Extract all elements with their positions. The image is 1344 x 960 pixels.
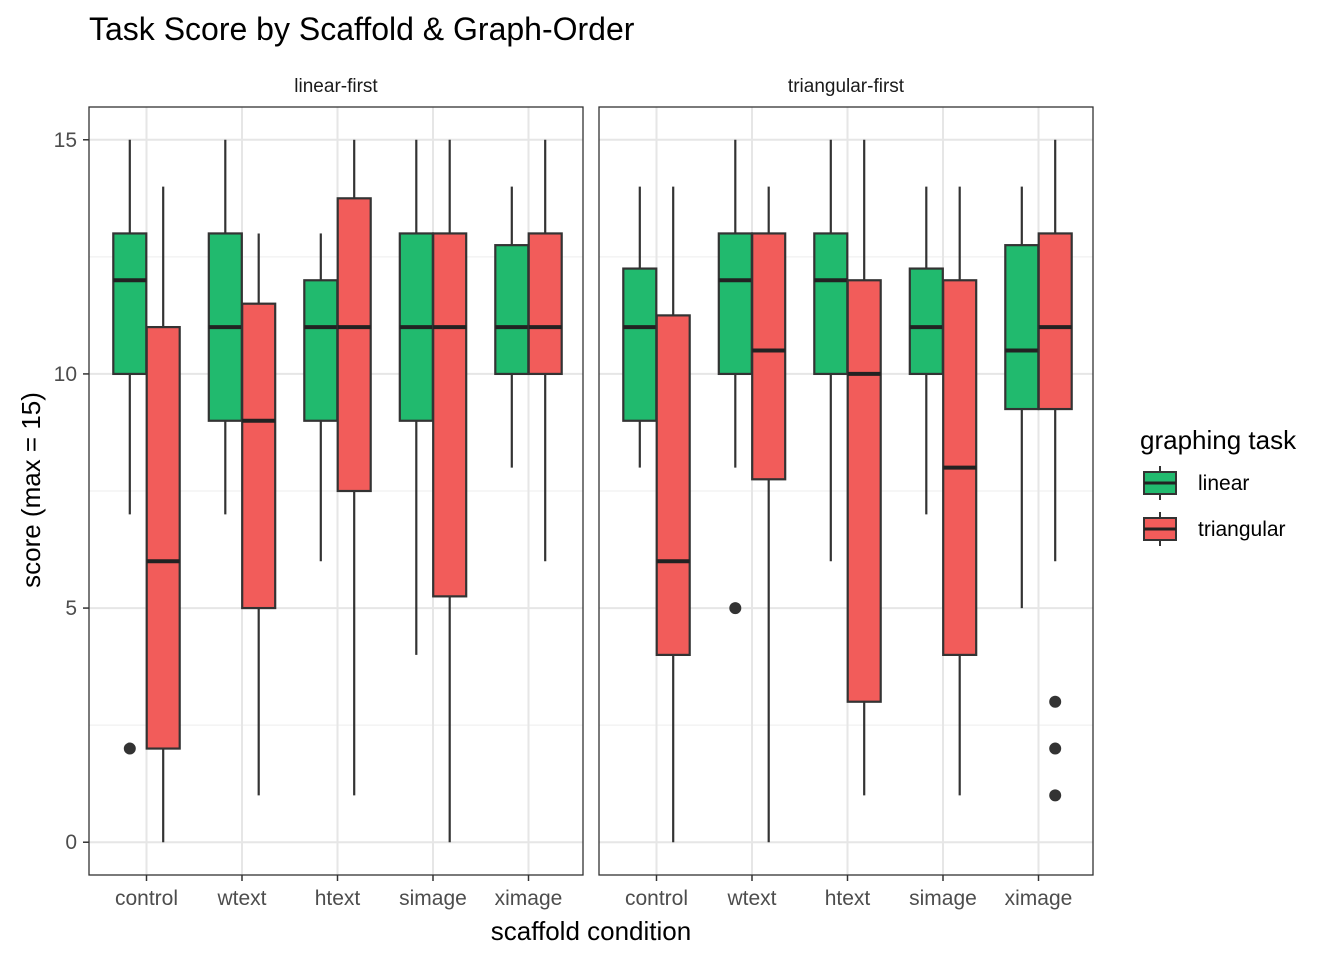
box-body [655, 314, 691, 657]
x-tick-label: htext [825, 887, 871, 910]
box-body [336, 197, 372, 493]
y-tick-label: 10 [54, 363, 77, 386]
outlier-point [1049, 789, 1062, 802]
y-tick-label: 5 [65, 597, 77, 620]
box-linear-htext [303, 233, 339, 562]
x-axis-title: scaffold condition [491, 916, 691, 946]
box-triangular-simage [942, 186, 978, 796]
box-linear-htext [813, 139, 849, 562]
box-linear-wtext [717, 139, 753, 615]
box-triangular-ximage [1037, 139, 1073, 802]
legend-title: graphing task [1140, 425, 1297, 455]
box-triangular-control [145, 186, 181, 843]
panels: linear-first control wtext htext simage ximag… [54, 76, 1094, 910]
strip-label: triangular-first [788, 76, 905, 97]
legend-label-linear: linear [1198, 472, 1249, 495]
box-body [813, 232, 849, 376]
outlier-point [123, 742, 136, 755]
box-body [717, 232, 753, 376]
box-body [846, 279, 882, 703]
outlier-point [729, 602, 742, 615]
panel-border [88, 106, 584, 876]
x-tick-label: ximage [495, 887, 563, 910]
box-linear-control [622, 186, 658, 468]
strip-label: linear-first [294, 76, 378, 97]
panel-triangular-first: triangular-first control wtext htext simage x… [598, 76, 1094, 910]
box-body [527, 232, 563, 376]
box-linear-ximage [494, 186, 530, 468]
box-body [303, 279, 339, 422]
x-tick-label: ximage [1005, 887, 1073, 910]
box-triangular-control [655, 186, 691, 843]
y-axis-title: score (max = 15) [16, 392, 46, 588]
box-body [1004, 244, 1040, 411]
legend-key-triangular [1143, 512, 1177, 546]
y-tick-label: 0 [65, 831, 77, 854]
box-triangular-wtext [751, 186, 787, 843]
box-triangular-simage [432, 139, 468, 843]
outlier-point [1049, 742, 1062, 755]
x-tick-label: htext [315, 887, 361, 910]
legend: graphing task linear triangular [1140, 425, 1297, 546]
box-linear-wtext [207, 139, 243, 515]
box-body [908, 267, 944, 376]
box-linear-simage [398, 139, 434, 655]
y-tick-label: 15 [54, 129, 77, 152]
x-tick-label: simage [399, 887, 467, 910]
box-body [112, 232, 148, 376]
outlier-point [1049, 695, 1062, 708]
x-tick-label: wtext [726, 887, 776, 910]
box-body [145, 325, 181, 750]
box-body [241, 302, 277, 610]
box-body [432, 232, 468, 598]
box-body [1037, 232, 1073, 411]
x-tick-label: control [625, 887, 688, 910]
x-tick-label: simage [909, 887, 977, 910]
box-triangular-htext [846, 139, 882, 796]
x-tick-label: control [115, 887, 178, 910]
box-triangular-htext [336, 139, 372, 796]
box-body [494, 244, 530, 376]
legend-key-linear [1143, 466, 1177, 500]
box-triangular-ximage [527, 139, 563, 562]
box-body [622, 267, 658, 422]
box-linear-control [112, 139, 148, 755]
box-triangular-wtext [241, 233, 277, 796]
panel-border [598, 106, 1094, 876]
x-tick-label: wtext [216, 887, 266, 910]
panel-linear-first: linear-first control wtext htext simage ximag… [88, 76, 584, 910]
legend-label-triangular: triangular [1198, 518, 1286, 541]
box-body [751, 232, 787, 481]
chart-title: Task Score by Scaffold & Graph-Order [89, 11, 635, 47]
